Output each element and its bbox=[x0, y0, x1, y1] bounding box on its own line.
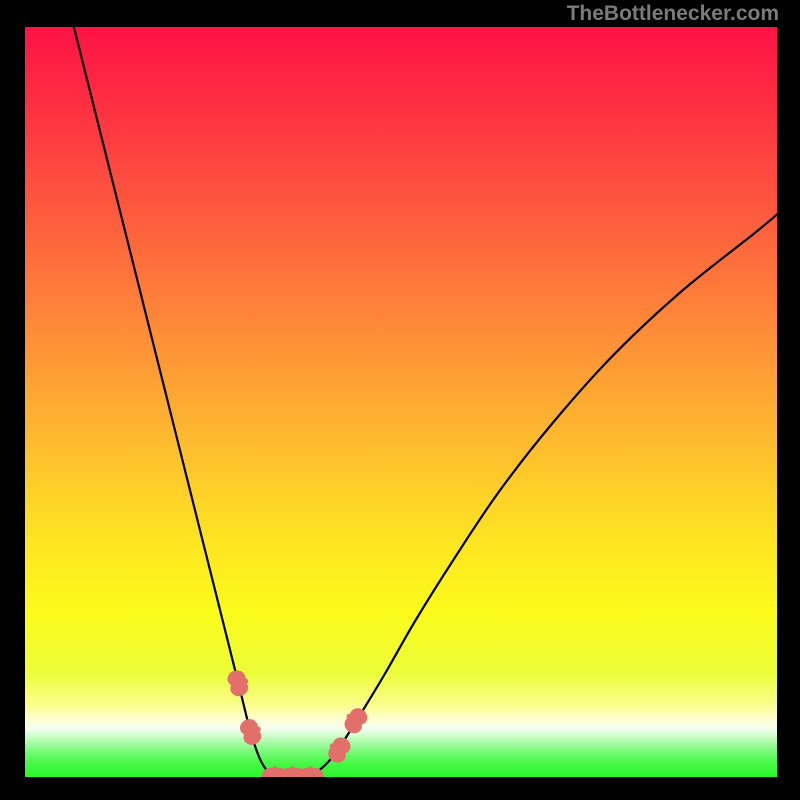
watermark-text: TheBottlenecker.com bbox=[567, 2, 779, 26]
gradient-background bbox=[25, 27, 777, 777]
chart-frame: TheBottlenecker.com bbox=[0, 0, 800, 800]
bottleneck-curve-chart bbox=[25, 27, 777, 777]
